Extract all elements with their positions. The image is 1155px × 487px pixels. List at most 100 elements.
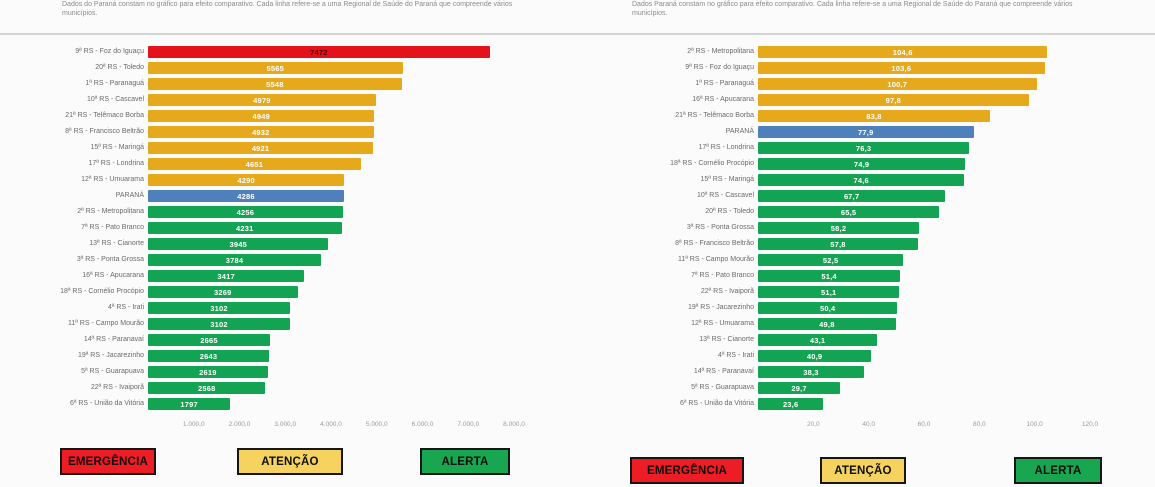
x-axis-tick-label: 80,0	[973, 421, 986, 428]
bar-green: 1797	[148, 398, 231, 410]
bar-yellow: 5548	[148, 78, 402, 90]
bar-value-label: 50,4	[820, 303, 836, 313]
bar-green: 49,8	[758, 318, 896, 330]
bar-green: 2643	[148, 350, 269, 362]
category-label: 7ª RS - Pato Branco	[691, 272, 754, 279]
bar-green: 57,8	[758, 238, 918, 250]
bar-value-label: 77,9	[858, 127, 874, 137]
category-label: 21ª RS - Telêmaco Borba	[675, 112, 754, 119]
bar-value-label: 4651	[245, 159, 264, 169]
bar-value-label: 103,6	[891, 63, 912, 73]
bar-value-label: 4256	[236, 207, 255, 217]
category-labels: 9ª RS - Foz do Iguaçu 20ª RS - Toledo 1ª R…	[58, 46, 148, 416]
bar-green: 38,3	[758, 366, 864, 378]
category-label: 19ª RS - Jacarezinho	[77, 352, 144, 359]
category-label: 22ª RS - Ivaiporã	[700, 288, 754, 295]
bar-yellow: 103,6	[758, 62, 1045, 74]
category-label: 11ª RS - Campo Mourão	[678, 256, 754, 263]
category-label: 16ª RS - Apucarana	[692, 96, 754, 103]
category-label: PARANÁ	[725, 128, 754, 135]
category-label: 11ª RS - Campo Mourão	[68, 320, 144, 327]
category-label: 18ª RS - Cornélio Procópio	[670, 160, 754, 167]
x-axis: 20,0 40,0 60,0 80,0 100,0 120,0	[758, 421, 1098, 431]
bar-green: 67,7	[758, 190, 946, 202]
category-label: 20ª RS - Toledo	[705, 208, 754, 215]
bar-yellow: 4932	[148, 126, 374, 138]
bar-value-label: 74,9	[853, 159, 870, 169]
bar-yellow: 83,8	[758, 110, 990, 122]
bar-green: 43,1	[758, 334, 878, 346]
x-axis-tick-label: 8.000,0	[503, 421, 525, 428]
bar-green: 4256	[148, 206, 343, 218]
category-label: 7ª RS - Pato Branco	[81, 224, 144, 231]
category-label: 12ª RS - Umuarama	[81, 176, 144, 183]
category-label: 20ª RS - Toledo	[95, 64, 144, 71]
bar-value-label: 4979	[253, 95, 271, 105]
category-label: 3ª RS - Ponta Grossa	[686, 224, 754, 231]
category-label: 5ª RS - Guarapuava	[81, 368, 144, 375]
bar-value-label: 3945	[229, 239, 247, 249]
bar-value-label: 29,7	[791, 383, 807, 393]
bar-value-label: 51,4	[821, 271, 837, 281]
bar-value-label: 67,7	[843, 191, 860, 201]
x-axis: 1.000,0 2.000,0 3.000,0 4.000,0 5.000,0 6.000…	[148, 421, 525, 431]
x-axis-tick-label: 20,0	[807, 421, 820, 428]
category-label: 1ª RS - Paranaguá	[85, 80, 144, 87]
legend-box-red: EMERGÊNCIA	[60, 448, 156, 475]
plot-area: 104,6 103,6 100,7 97,8 83,8 77,9 76,3 74,9 74,6 6…	[758, 46, 1090, 418]
bar-value-label: 4932	[252, 127, 270, 137]
bar-value-label: 23,6	[782, 399, 799, 409]
category-label: 2ª RS - Metropolitana	[77, 208, 144, 215]
category-label: 5ª RS - Guarapuava	[691, 384, 754, 391]
category-label: 15ª RS - Maringá	[90, 144, 144, 151]
bar-value-label: 52,5	[822, 255, 839, 265]
bar-value-label: 76,3	[855, 143, 872, 153]
bar-value-label: 38,3	[803, 367, 819, 377]
bar-green: 51,1	[758, 286, 900, 298]
category-label: 13ª RS - Cianorte	[89, 240, 144, 247]
bar-yellow: 100,7	[758, 78, 1037, 90]
category-label: 1ª RS - Paranaguá	[695, 80, 754, 87]
bar-value-label: 97,8	[885, 95, 901, 105]
category-label: 10ª RS - Cascavel	[86, 96, 144, 103]
legend-box-yellow: ATENÇÃO	[237, 448, 343, 475]
bar-value-label: 3417	[217, 271, 235, 281]
x-axis-tick-label: 2.000,0	[228, 421, 251, 428]
bar-value-label: 43,1	[809, 335, 826, 345]
bar-value-label: 58,2	[830, 223, 847, 233]
x-axis-tick-label: 1.000,0	[182, 421, 205, 428]
bar-value-label: 57,8	[830, 239, 846, 249]
category-label: 22ª RS - Ivaiporã	[90, 384, 144, 391]
bar-green: 23,6	[758, 398, 824, 410]
bar-value-label: 100,7	[887, 79, 908, 89]
bar-green: 50,4	[758, 302, 898, 314]
category-label: 21ª RS - Telêmaco Borba	[65, 112, 144, 119]
bar-value-label: 1797	[180, 399, 198, 409]
bar-value-label: 2568	[197, 383, 216, 393]
bar-green: 74,9	[758, 158, 966, 170]
bar-green: 2665	[148, 334, 270, 346]
x-axis-tick-label: 6.000,0	[411, 421, 434, 428]
category-label: 9ª RS - Foz do Iguaçu	[685, 64, 754, 71]
bar-value-label: 2643	[199, 351, 218, 361]
bar-green: 3269	[148, 286, 298, 298]
bar-value-label: 4231	[236, 223, 254, 233]
bar-value-label: 83,8	[866, 111, 882, 121]
legend: EMERGÊNCIA ATENÇÃO ALERTA	[58, 448, 598, 478]
bar-value-label: 2619	[199, 367, 217, 377]
bar-yellow: 4921	[148, 142, 374, 154]
bar-green: 65,5	[758, 206, 940, 218]
bar-blue: 4286	[148, 190, 345, 202]
category-label: 9ª RS - Foz do Iguaçu	[75, 48, 144, 55]
category-label: 14ª RS - Paranavaí	[83, 336, 144, 343]
legend-box-green: ALERTA	[420, 448, 510, 475]
bar-value-label: 3269	[214, 287, 232, 297]
top-divider-line	[0, 33, 1155, 35]
bar-yellow: 4979	[148, 94, 376, 106]
bar-value-label: 3784	[225, 255, 244, 265]
category-label: 8ª RS - Francisco Beltrão	[675, 240, 754, 247]
bar-green: 3102	[148, 318, 290, 330]
category-label: 6ª RS - União da Vitória	[679, 400, 754, 407]
bar-value-label: 4290	[237, 175, 255, 185]
bar-value-label: 65,5	[840, 207, 857, 217]
